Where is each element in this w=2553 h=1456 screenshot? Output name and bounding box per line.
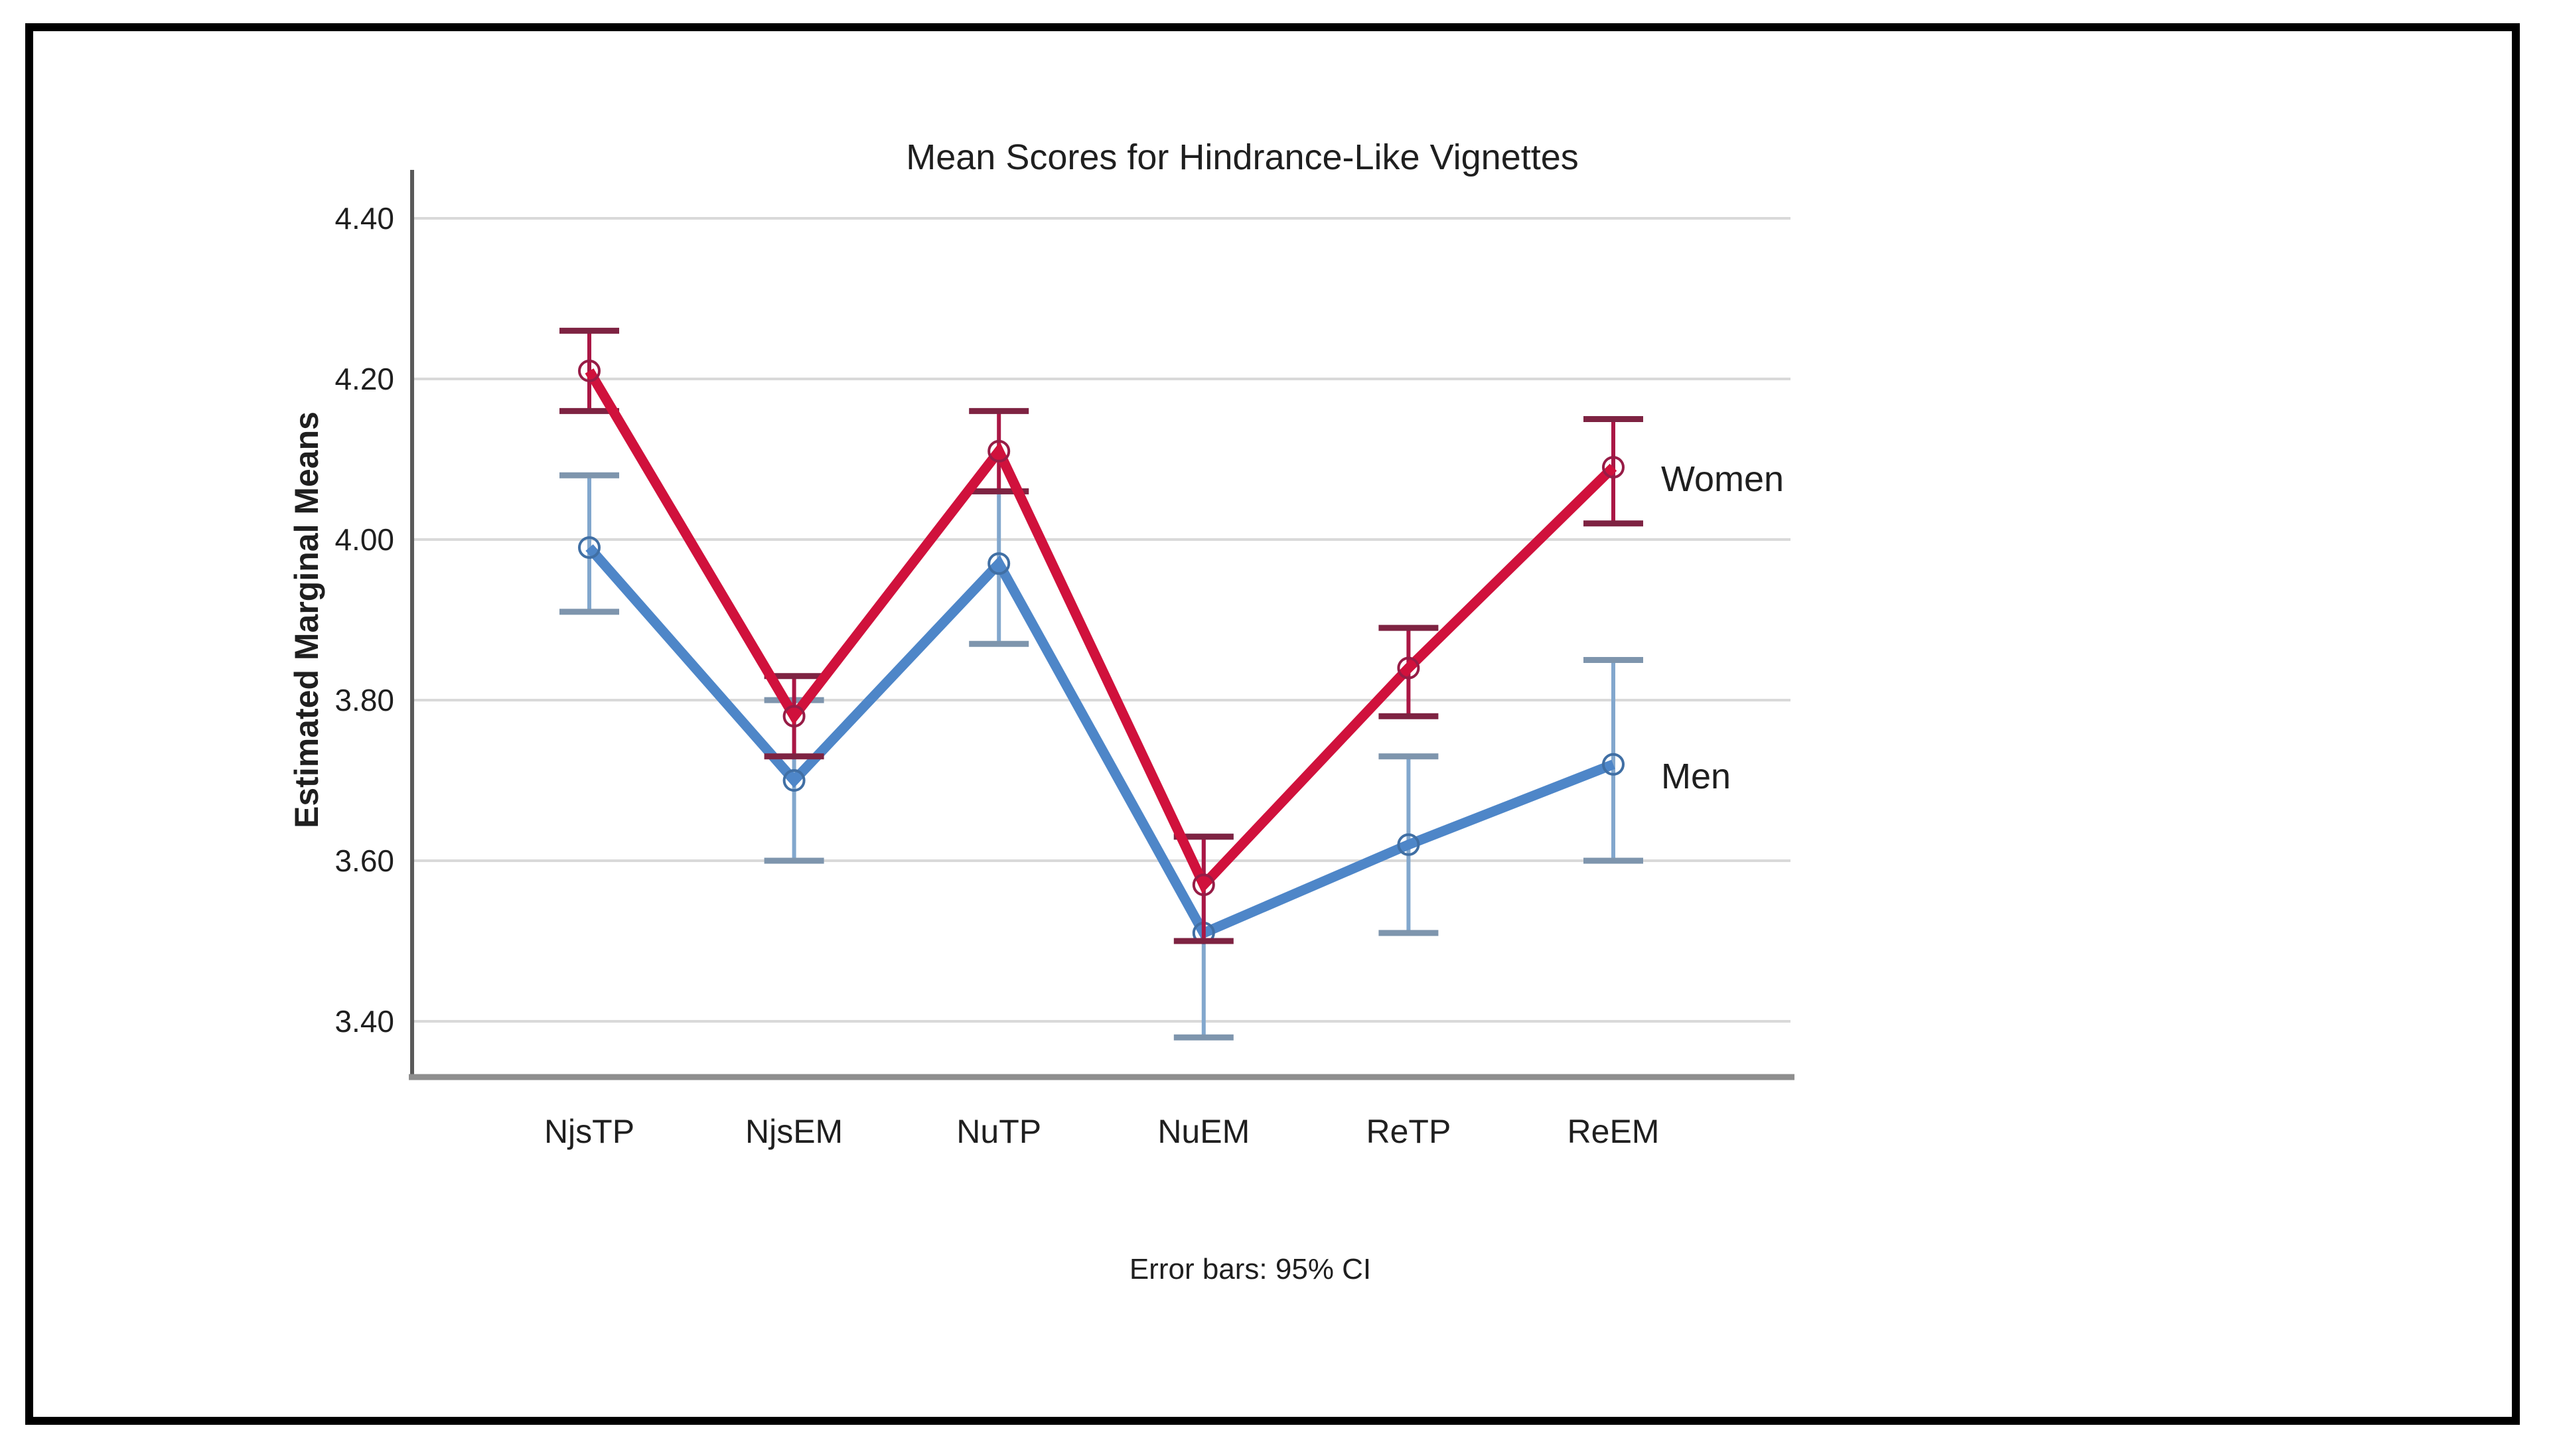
series-label-men: Men bbox=[1661, 756, 1731, 796]
women-marker bbox=[1602, 456, 1625, 479]
y-tick-label: 4.20 bbox=[334, 362, 394, 396]
men-line bbox=[585, 544, 1615, 940]
men-marker bbox=[987, 552, 1011, 575]
chart-title: Mean Scores for Hindrance-Like Vignettes bbox=[906, 137, 1579, 177]
series-label-women: Women bbox=[1661, 459, 1785, 500]
y-tick-label: 3.40 bbox=[334, 1004, 394, 1039]
x-tick-label: ReTP bbox=[1366, 1113, 1451, 1150]
women-marker bbox=[782, 705, 806, 728]
women-marker bbox=[1397, 656, 1420, 680]
x-tick-label: NuTP bbox=[956, 1113, 1041, 1150]
women-marker bbox=[1192, 873, 1215, 897]
y-tick-label: 3.80 bbox=[334, 683, 394, 717]
x-tick-label: ReEM bbox=[1568, 1113, 1660, 1150]
men-marker bbox=[578, 536, 601, 559]
women-line bbox=[585, 368, 1617, 894]
men-marker bbox=[1397, 833, 1420, 856]
y-tick-label: 3.60 bbox=[334, 843, 394, 878]
x-tick-label: NjsTP bbox=[544, 1113, 634, 1150]
figure-border-frame bbox=[25, 23, 2520, 1425]
y-tick-label: 4.00 bbox=[334, 522, 394, 557]
x-tick-label: NuEM bbox=[1157, 1113, 1250, 1150]
men-marker bbox=[1602, 753, 1625, 776]
x-tick-label: NjsEM bbox=[745, 1113, 843, 1150]
y-tick-label: 4.40 bbox=[334, 201, 394, 236]
women-marker bbox=[987, 439, 1011, 463]
women-marker bbox=[578, 359, 601, 382]
men-marker bbox=[782, 769, 806, 792]
y-axis-title: Estimated Marginal Means bbox=[288, 411, 325, 828]
error-bars-caption: Error bars: 95% CI bbox=[1129, 1253, 1372, 1285]
